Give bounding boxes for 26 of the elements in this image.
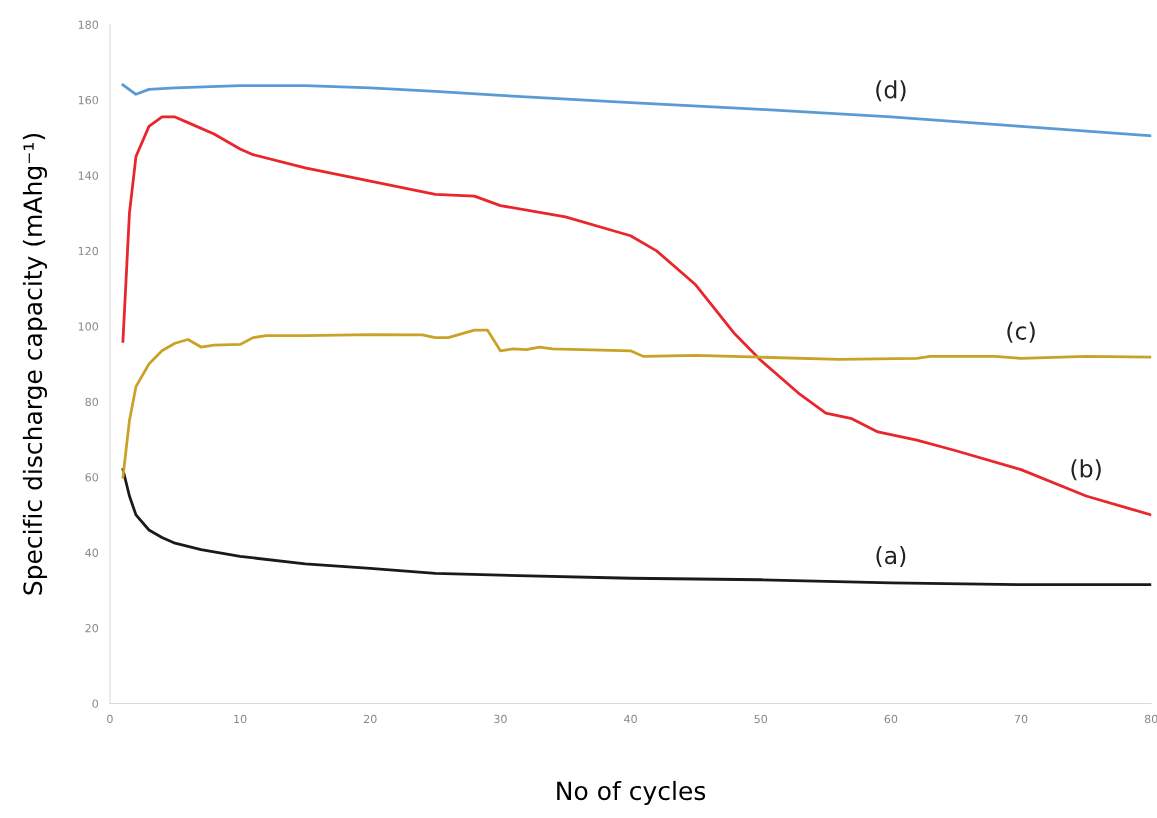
x-tick-label: 30 [494,714,507,724]
series-label: (b) [1071,459,1101,481]
y-tick-label: 20 [85,624,99,633]
y-tick-label: 40 [85,548,99,557]
y-axis-title: Specific discharge capacity (mAhg⁻¹) [22,133,48,595]
x-tick-label: 10 [234,714,247,724]
x-tick-label: 0 [107,714,113,724]
x-tick-label: 40 [624,714,637,724]
line-series [121,115,1152,517]
x-axis-title: No of cycles [557,780,706,806]
y-tick-label: 100 [78,322,99,331]
y-tick-label: 180 [78,20,99,29]
y-tick-label: 60 [85,473,99,482]
y-tick-label: 80 [85,397,99,407]
x-tick-label: 70 [1014,714,1028,724]
series-label: (c) [1007,321,1035,343]
series-label: (d) [876,80,906,102]
y-tick-label: 0 [92,699,99,708]
x-tick-label: 60 [884,714,898,724]
y-tick-label: 120 [78,246,99,256]
y-tick-label: 160 [78,95,99,105]
x-tick-label: 20 [363,714,377,724]
x-tick-label: 50 [754,714,768,724]
x-tick-label: 80 [1144,714,1157,724]
series-label: (a) [876,546,906,568]
y-tick-label: 140 [78,171,99,180]
